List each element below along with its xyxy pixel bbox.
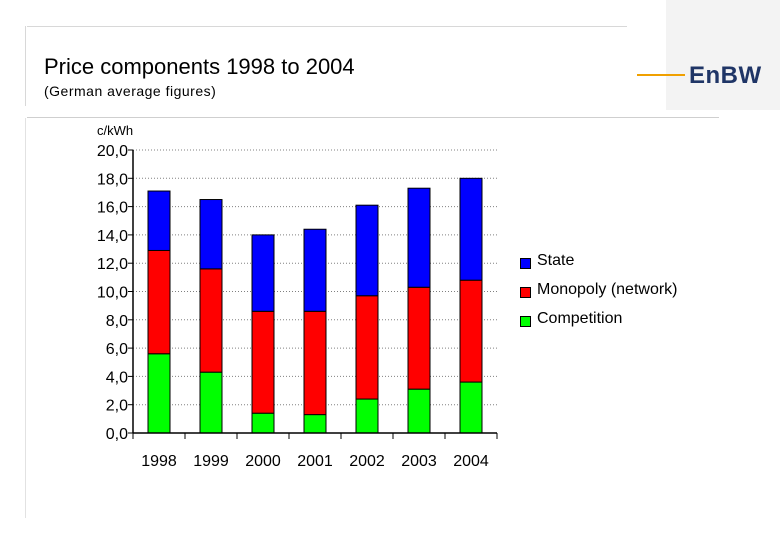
bar-2000-competition xyxy=(251,412,275,434)
bar-1998-monopoly-network xyxy=(147,249,171,355)
bar-1999-monopoly-network xyxy=(199,268,223,373)
logo-panel xyxy=(666,0,780,110)
legend-label: Competition xyxy=(537,310,623,327)
x-tick-label: 1999 xyxy=(193,453,229,470)
x-tick-label: 1998 xyxy=(141,453,177,470)
bar-2002-state xyxy=(355,204,379,297)
chart-axes xyxy=(128,149,498,439)
page-title: Price components 1998 to 2004 xyxy=(44,54,355,79)
enbw-logo: EnBW xyxy=(689,62,762,89)
y-unit-label: c/kWh xyxy=(97,123,133,138)
bar-1999-competition xyxy=(199,371,223,434)
legend-swatch xyxy=(520,287,531,298)
x-tick-label: 2004 xyxy=(453,453,489,470)
y-tick-label: 4,0 xyxy=(106,369,128,386)
x-tick-label: 2002 xyxy=(349,453,385,470)
bar-2002-competition xyxy=(355,398,379,434)
legend-label: Monopoly (network) xyxy=(537,281,678,298)
x-tick-label: 2001 xyxy=(297,453,333,470)
y-tick-label: 0,0 xyxy=(106,426,128,443)
header-divider xyxy=(27,117,719,118)
y-tick-label: 14,0 xyxy=(97,228,128,245)
legend-swatch xyxy=(520,258,531,269)
bar-2004-state xyxy=(459,177,483,281)
left-rule xyxy=(25,26,26,106)
bar-2000-state xyxy=(251,234,275,312)
legend-swatch xyxy=(520,316,531,327)
y-tick-label: 8,0 xyxy=(106,313,128,330)
y-tick-label: 18,0 xyxy=(97,171,128,188)
bar-1999-state xyxy=(199,199,223,270)
chart-grid xyxy=(133,149,497,406)
y-tick-label: 2,0 xyxy=(106,398,128,415)
bar-1998-state xyxy=(147,190,171,251)
chart-bars xyxy=(147,177,483,434)
y-tick-label: 16,0 xyxy=(97,200,128,217)
bar-2003-monopoly-network xyxy=(407,286,431,390)
bar-2001-competition xyxy=(303,414,327,434)
bar-2002-monopoly-network xyxy=(355,295,379,400)
bar-2003-competition xyxy=(407,388,431,434)
bar-2001-monopoly-network xyxy=(303,310,327,416)
y-tick-label: 6,0 xyxy=(106,341,128,358)
bar-1998-competition xyxy=(147,353,171,434)
top-rule xyxy=(27,26,627,27)
bar-2001-state xyxy=(303,228,327,312)
logo-accent-line xyxy=(637,74,685,76)
x-tick-label: 2003 xyxy=(401,453,437,470)
y-tick-label: 20,0 xyxy=(97,143,128,160)
bar-2004-competition xyxy=(459,381,483,434)
legend-label: State xyxy=(537,252,575,269)
bar-2004-monopoly-network xyxy=(459,279,483,383)
chart-tick-labels: 0,0 2,0 4,0 6,0 8,0 10,0 12,0 14,0 16,0 18,0 20,0 1… xyxy=(97,143,489,470)
left-rule-lower xyxy=(25,118,26,518)
bar-2000-monopoly-network xyxy=(251,310,275,414)
bar-2003-state xyxy=(407,187,431,288)
y-tick-label: 10,0 xyxy=(97,285,128,302)
x-tick-label: 2000 xyxy=(245,453,281,470)
y-tick-label: 12,0 xyxy=(97,256,128,273)
page-subtitle: (German average figures) xyxy=(44,83,217,99)
